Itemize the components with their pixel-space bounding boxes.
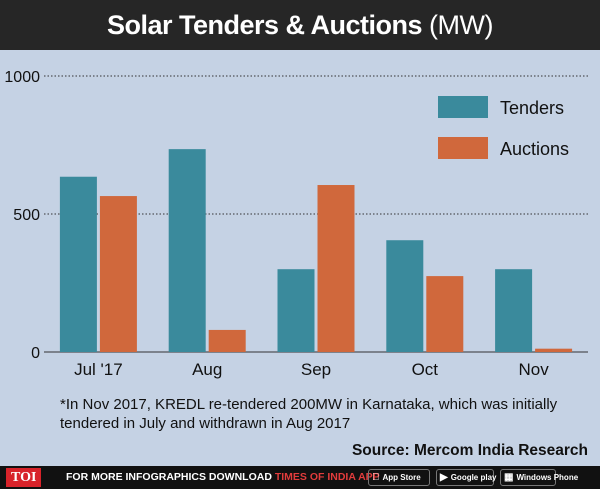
app-store-badge[interactable]:  App Store (368, 469, 430, 486)
windows-icon: ▦ (504, 471, 514, 483)
footer-bar: TOI FOR MORE INFOGRAPHICS DOWNLOAD TIMES… (0, 466, 600, 489)
bar-tenders (168, 149, 206, 352)
bar-tenders (495, 269, 533, 352)
apple-icon:  (372, 472, 380, 482)
source-credit: Source: Mercom India Research (351, 442, 588, 459)
promo-label: FOR MORE INFOGRAPHICS DOWNLOAD (66, 471, 272, 483)
title-bar: Solar Tenders & Auctions (MW) (0, 0, 600, 50)
bar-auctions (99, 196, 137, 352)
bar-auctions (426, 276, 464, 352)
y-tick-label: 0 (31, 345, 40, 362)
chart-title: Solar Tenders & Auctions (106, 10, 423, 40)
bar-tenders (59, 176, 97, 352)
x-tick-label: Oct (412, 360, 439, 379)
x-tick-label: Sep (301, 360, 331, 379)
bar-auctions (535, 348, 573, 352)
app-store-label: App Store (375, 472, 421, 482)
y-tick-label: 500 (13, 207, 40, 224)
play-icon: ▶ (440, 471, 448, 483)
google-play-label: Google play (450, 472, 497, 482)
windows-phone-label: Windows Phone (516, 472, 579, 482)
legend-swatch (438, 96, 488, 118)
bar-auctions (317, 185, 355, 352)
windows-phone-badge[interactable]: ▦ Windows Phone (500, 469, 578, 486)
bar-chart: 0 500 1000 Jul '17 Aug Sep Oct Nov Tenders Auctio… (4, 69, 588, 379)
bar-auctions (208, 329, 246, 352)
bar-tenders (277, 269, 315, 352)
toi-logo: TOI (6, 468, 42, 487)
legend-label: Auctions (500, 139, 569, 159)
promo-text: FOR MORE INFOGRAPHICS DOWNLOAD TIMES OF … (66, 466, 380, 489)
footnote: *In Nov 2017, KREDL re-tendered 200MW in… (60, 396, 558, 432)
promo-brand: TIMES OF INDIA APP (274, 471, 380, 483)
chart-unit: (MW) (429, 10, 494, 40)
x-tick-label: Jul '17 (74, 360, 123, 379)
x-tick-label: Aug (192, 360, 222, 379)
y-tick-label: 1000 (4, 69, 40, 86)
bar-tenders (386, 240, 424, 352)
google-play-badge[interactable]: ▶ Google play (436, 469, 497, 486)
legend-label: Tenders (500, 98, 564, 118)
x-tick-label: Nov (518, 360, 549, 379)
legend-swatch (438, 137, 488, 159)
